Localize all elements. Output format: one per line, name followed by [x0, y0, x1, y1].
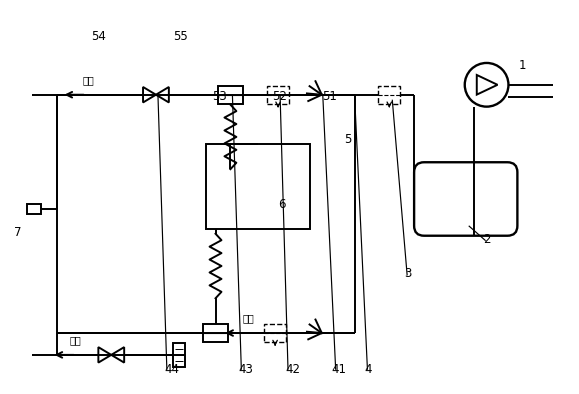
Text: 52: 52: [272, 90, 287, 103]
Text: 1: 1: [518, 59, 526, 72]
Bar: [206, 144, 310, 229]
Text: 空气: 空气: [83, 75, 94, 85]
Text: 墨水: 墨水: [69, 335, 82, 345]
Text: 55: 55: [173, 30, 188, 43]
Text: 5: 5: [345, 133, 352, 146]
Text: 42: 42: [285, 363, 300, 376]
Text: 2: 2: [483, 232, 490, 245]
Bar: [203, 324, 229, 342]
Text: 41: 41: [332, 363, 347, 376]
Text: 7: 7: [14, 226, 21, 239]
Bar: [378, 86, 400, 104]
Bar: [267, 86, 289, 104]
Text: 3: 3: [404, 268, 412, 281]
Text: 53: 53: [212, 90, 228, 103]
Bar: [173, 343, 185, 367]
Text: 43: 43: [239, 363, 253, 376]
Bar: [264, 324, 286, 342]
Text: 4: 4: [364, 363, 372, 376]
Text: 54: 54: [91, 30, 107, 43]
Text: 51: 51: [322, 90, 336, 103]
Text: 6: 6: [278, 198, 285, 211]
Text: 空气: 空气: [243, 313, 254, 323]
Bar: [27, 204, 41, 214]
Text: 44: 44: [164, 363, 179, 376]
Bar: [218, 86, 243, 104]
FancyBboxPatch shape: [414, 162, 518, 236]
